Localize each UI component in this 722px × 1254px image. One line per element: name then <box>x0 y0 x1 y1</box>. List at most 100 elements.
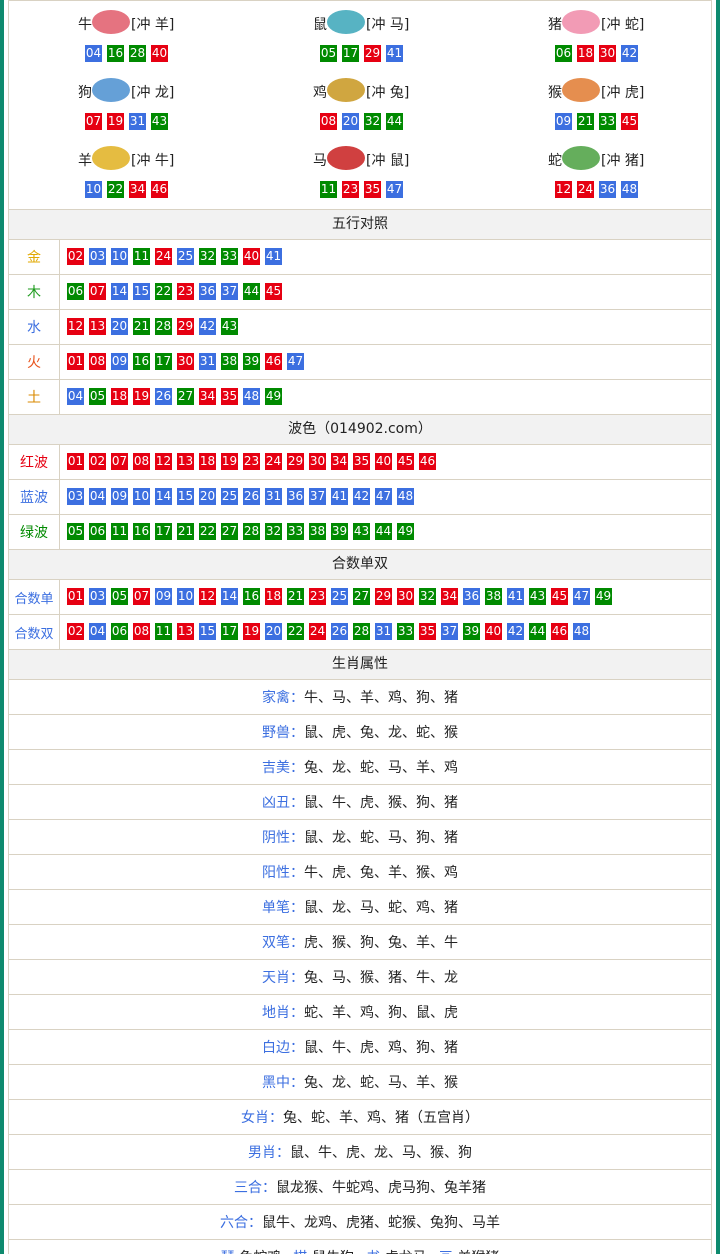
zodiac-name: 狗 <box>78 85 92 101</box>
zodiac-name: 鸡 <box>313 85 327 101</box>
zodiac-clash: [冲 蛇] <box>601 17 645 33</box>
number-ball: 04 <box>85 45 102 62</box>
zodiac-name: 猪 <box>548 17 562 33</box>
row-label: 金 <box>9 240 60 274</box>
attr-label: 阴性： <box>262 830 304 846</box>
number-ball: 11 <box>111 523 128 540</box>
table-row: 地肖： 蛇、羊、鸡、狗、鼠、虎 <box>8 994 712 1029</box>
attr-label: 三合： <box>234 1180 276 1196</box>
number-ball: 32 <box>419 588 436 605</box>
zodiac-name: 蛇 <box>548 153 562 169</box>
number-ball: 17 <box>155 523 172 540</box>
number-ball: 45 <box>397 453 414 470</box>
number-ball: 34 <box>331 453 348 470</box>
number-ball: 43 <box>151 113 168 130</box>
number-ball: 02 <box>67 248 84 265</box>
number-ball: 46 <box>419 453 436 470</box>
number-ball: 12 <box>155 453 172 470</box>
zodiac-box <box>8 0 712 209</box>
number-ball: 37 <box>441 623 458 640</box>
number-ball: 06 <box>111 623 128 640</box>
number-ball: 31 <box>199 353 216 370</box>
number-ball: 02 <box>67 623 84 640</box>
number-ball: 20 <box>199 488 216 505</box>
attr-label: 六合： <box>220 1215 262 1231</box>
number-ball: 10 <box>85 181 102 198</box>
number-ball: 42 <box>353 488 370 505</box>
attr-label: 黑中： <box>262 1075 304 1091</box>
attr-value: 虎、猴、狗、兔、羊、牛 <box>304 935 458 951</box>
number-ball: 13 <box>177 453 194 470</box>
number-ball: 28 <box>353 623 370 640</box>
table-row: 阳性： 牛、虎、兔、羊、猴、鸡 <box>8 854 712 889</box>
zodiac-clash: [冲 牛] <box>131 153 175 169</box>
number-ball: 15 <box>177 488 194 505</box>
number-ball: 17 <box>155 353 172 370</box>
number-ball: 07 <box>133 588 150 605</box>
number-ball: 18 <box>111 388 128 405</box>
number-ball: 20 <box>111 318 128 335</box>
table-row: 天肖： 兔、马、猴、猪、牛、龙 <box>8 959 712 994</box>
zodiac-name: 鼠 <box>313 17 327 33</box>
number-ball: 34 <box>441 588 458 605</box>
number-ball: 45 <box>265 283 282 300</box>
number-ball: 04 <box>67 388 84 405</box>
number-ball: 13 <box>89 318 106 335</box>
attr-value: 鼠、虎、兔、龙、蛇、猴 <box>304 725 458 741</box>
number-ball: 16 <box>133 523 150 540</box>
number-ball: 31 <box>129 113 146 130</box>
number-ball: 23 <box>309 588 326 605</box>
number-ball: 35 <box>353 453 370 470</box>
number-ball: 15 <box>133 283 150 300</box>
attr-label: 女肖： <box>241 1110 283 1126</box>
zodiac-icon <box>92 146 130 170</box>
zodiac-icon <box>327 146 365 170</box>
number-ball: 14 <box>111 283 128 300</box>
number-ball: 30 <box>599 45 616 62</box>
row-label: 红波 <box>9 445 60 479</box>
number-ball: 40 <box>485 623 502 640</box>
number-ball: 21 <box>287 588 304 605</box>
number-ball: 06 <box>555 45 572 62</box>
number-ball: 48 <box>243 388 260 405</box>
attr-label: 天肖： <box>262 970 304 986</box>
number-ball: 09 <box>111 488 128 505</box>
number-ball: 32 <box>199 248 216 265</box>
number-ball: 43 <box>353 523 370 540</box>
number-ball: 44 <box>529 623 546 640</box>
number-ball: 03 <box>89 588 106 605</box>
number-ball: 40 <box>375 453 392 470</box>
number-ball: 27 <box>221 523 238 540</box>
attr-value: 鼠、牛、虎、龙、马、猴、狗 <box>290 1145 472 1161</box>
zodiac-name: 羊 <box>78 153 92 169</box>
table-row: 合数双 02 04 06 08 11 13 15 17 19 20 22 24 26 28 31 33 35 37 3… <box>8 614 712 649</box>
number-ball: 03 <box>67 488 84 505</box>
attr-value: 兔蛇鸡 <box>239 1247 281 1254</box>
number-ball: 23 <box>342 181 359 198</box>
attr-value: 牛、马、羊、鸡、狗、猪 <box>304 690 458 706</box>
attr-label: 琴: <box>221 1247 240 1254</box>
number-ball: 23 <box>243 453 260 470</box>
number-ball: 38 <box>221 353 238 370</box>
row-label: 火 <box>9 345 60 379</box>
number-ball: 18 <box>199 453 216 470</box>
number-ball: 13 <box>177 623 194 640</box>
number-ball: 48 <box>621 181 638 198</box>
table-row: 琴:兔蛇鸡 棋:鼠牛狗 书:虎龙马 画:羊猴猪 <box>8 1239 712 1254</box>
attr-value: 虎龙马 <box>385 1247 427 1254</box>
number-ball: 24 <box>309 623 326 640</box>
table-row: 红波 01 02 07 08 12 13 18 19 23 24 29 30 34 35 40 45 46 <box>8 444 712 479</box>
table-row: 吉美： 兔、龙、蛇、马、羊、鸡 <box>8 749 712 784</box>
number-ball: 10 <box>177 588 194 605</box>
number-ball: 16 <box>133 353 150 370</box>
number-ball: 11 <box>133 248 150 265</box>
number-ball: 41 <box>331 488 348 505</box>
number-ball: 34 <box>199 388 216 405</box>
number-ball: 39 <box>243 353 260 370</box>
zodiac-clash: [冲 羊] <box>131 17 175 33</box>
table-row: 木 06 07 14 15 22 23 36 37 44 45 <box>8 274 712 309</box>
attr-value: 鼠、龙、蛇、马、狗、猪 <box>304 830 458 846</box>
attr-label: 棋: <box>293 1247 312 1254</box>
number-ball: 22 <box>287 623 304 640</box>
